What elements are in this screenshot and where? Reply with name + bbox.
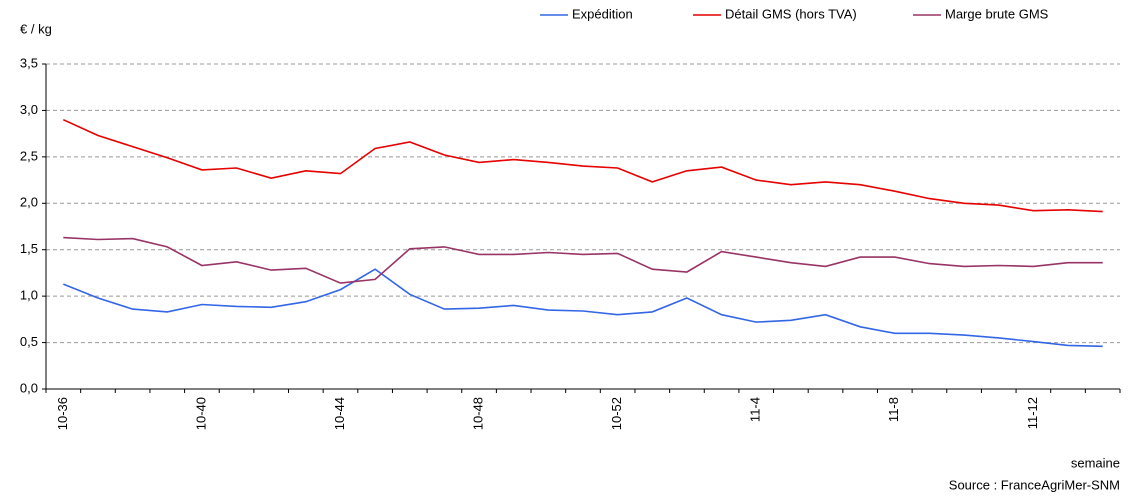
- y-tick-label: 3,0: [20, 102, 38, 117]
- series-line: [63, 268, 1103, 348]
- y-axis-label: € / kg: [20, 21, 52, 36]
- x-tick-label: 11-4: [748, 397, 763, 422]
- x-tick-label: 10-36: [55, 397, 70, 430]
- y-tick-label: 2,5: [20, 148, 38, 163]
- x-tick-label: 11-8: [886, 397, 901, 422]
- series-line: [62, 118, 1103, 213]
- y-tick-label: 0,0: [20, 380, 38, 395]
- x-tick-label: 10-44: [332, 397, 347, 430]
- y-tick-label: 1,0: [20, 288, 38, 303]
- y-tick-label: 0,5: [20, 334, 38, 349]
- series-line: [63, 236, 1103, 284]
- legend-label: Détail GMS (hors TVA): [725, 6, 857, 21]
- source-note: Source : FranceAgriMer-SNM: [949, 477, 1120, 492]
- x-tick-label: 11-12: [1025, 397, 1040, 429]
- legend-label: Expédition: [572, 6, 633, 21]
- x-axis-label: semaine: [1071, 455, 1120, 470]
- y-tick-label: 1,5: [20, 241, 38, 256]
- y-tick-label: 3,5: [20, 55, 38, 70]
- x-tick-label: 10-52: [609, 397, 624, 430]
- legend-label: Marge brute GMS: [945, 6, 1049, 21]
- y-tick-label: 2,0: [20, 195, 38, 210]
- x-tick-label: 10-40: [193, 397, 208, 430]
- x-tick-label: 10-48: [471, 397, 486, 430]
